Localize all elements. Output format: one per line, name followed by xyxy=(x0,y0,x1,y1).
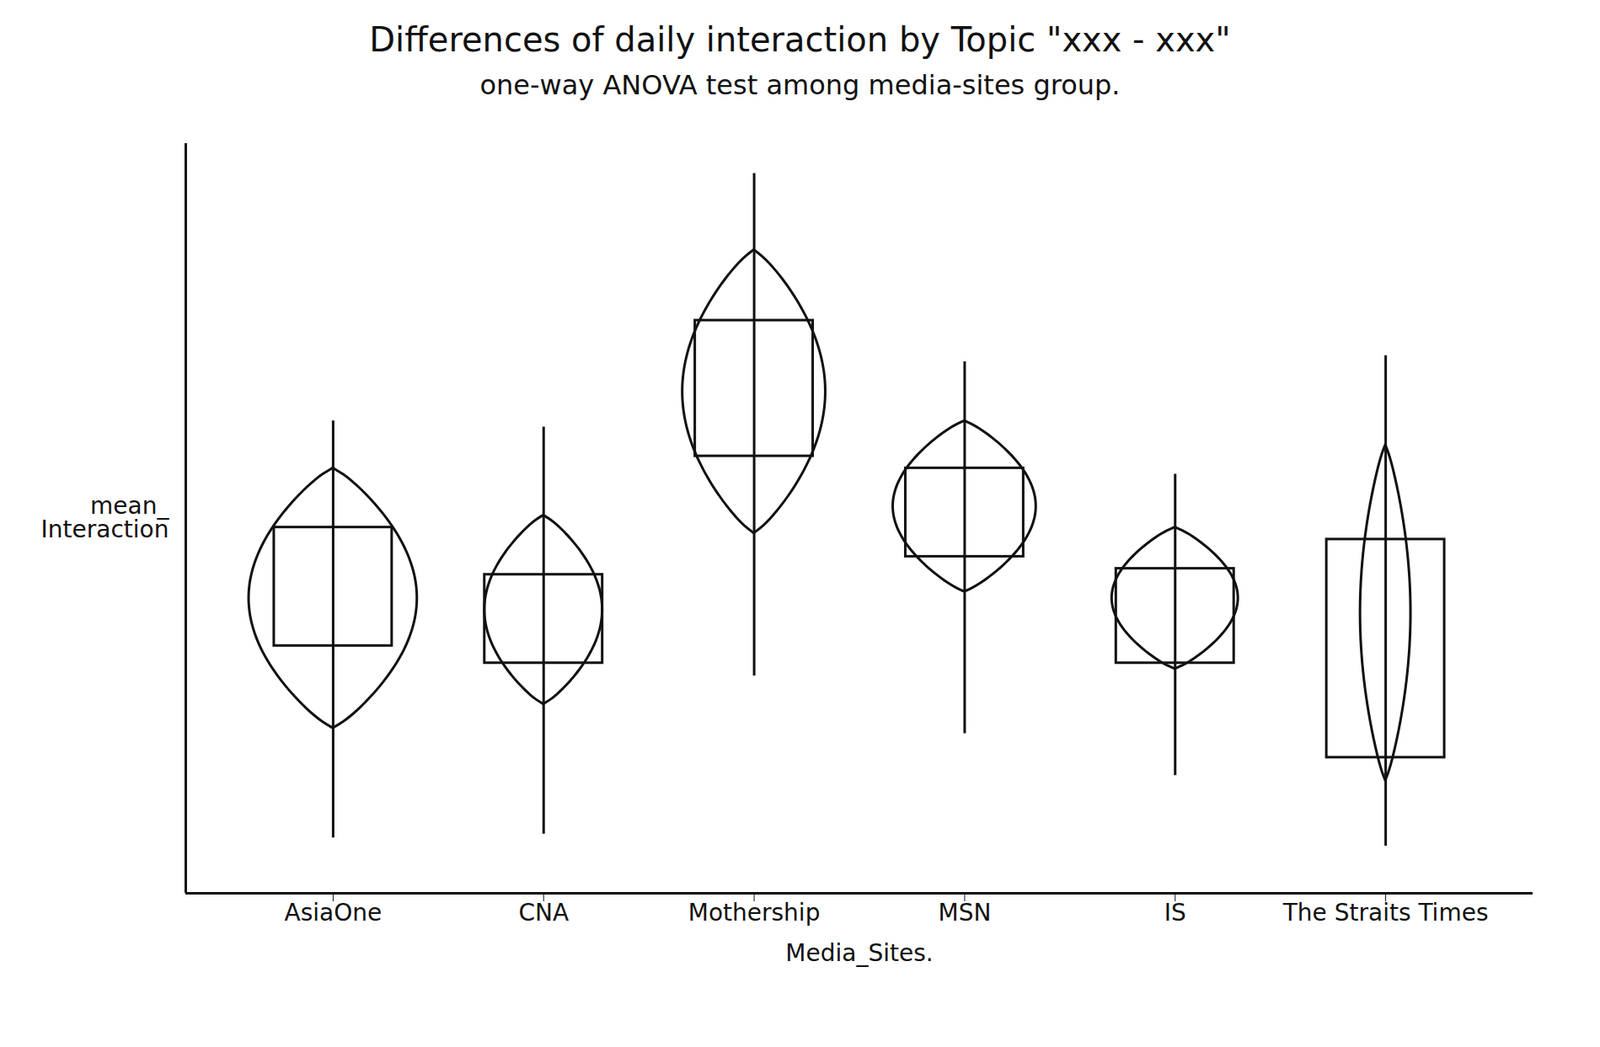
html-text:one-way ANOVA test among media: one-way ANOVA test among media-sites gro… xyxy=(479,69,1121,102)
svg-text:MSN: MSN xyxy=(937,898,991,927)
svg-text:mean_Interaction: mean_Interaction xyxy=(41,492,171,544)
svg-text:AsiaOne: AsiaOne xyxy=(284,898,383,927)
svg-text:Media_Sites.: Media_Sites. xyxy=(785,939,933,968)
svg-text:IS: IS xyxy=(1164,898,1187,927)
svg-text:Mothership: Mothership xyxy=(688,898,821,927)
svg-text:The Straits Times: The Straits Times xyxy=(1282,898,1489,927)
svg-text:CNA: CNA xyxy=(518,898,569,927)
html-text:Differences of daily interacti: Differences of daily interaction by Topi… xyxy=(369,20,1231,59)
